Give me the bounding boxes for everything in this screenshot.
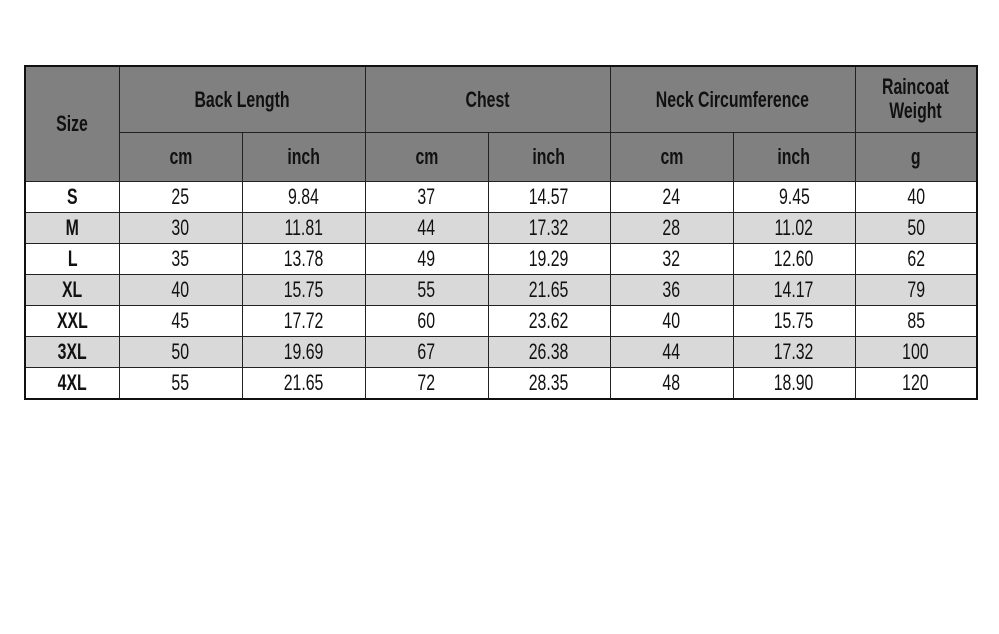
value-cell: 23.62 [487,305,611,337]
value-cell: 100 [854,336,978,368]
header-row-groups: Size Back Length Chest Neck Circumferenc… [24,65,978,182]
value-cell: 18.90 [732,367,856,400]
value-cell: 28.35 [487,367,611,400]
header-raincoat-weight: Raincoat Weight [854,65,978,133]
value-cell: 15.75 [732,305,856,337]
value-cell: 19.69 [241,336,366,368]
value-cell: 9.45 [732,181,856,213]
unit-header: g [854,132,978,182]
header-size: Size [24,65,120,182]
value-cell: 62 [854,243,978,275]
value-cell: 11.02 [732,212,856,244]
value-cell: 55 [364,274,489,306]
value-cell: 14.57 [487,181,611,213]
value-cell: 48 [609,367,734,400]
unit-header: cm [364,132,489,182]
unit-header: cm [118,132,243,182]
table-row: 4XL 55 21.65 72 28.35 48 18.90 120 [24,367,978,400]
value-cell: 67 [364,336,489,368]
value-cell: 40 [118,274,243,306]
value-cell: 120 [854,367,978,400]
value-cell: 13.78 [241,243,366,275]
value-cell: 35 [118,243,243,275]
value-cell: 40 [609,305,734,337]
value-cell: 44 [609,336,734,368]
value-cell: 55 [118,367,243,400]
unit-header: cm [609,132,734,182]
value-cell: 11.81 [241,212,366,244]
value-cell: 24 [609,181,734,213]
size-cell: S [24,181,120,213]
table-row: S 25 9.84 37 14.57 24 9.45 40 [24,181,978,213]
size-cell: L [24,243,120,275]
value-cell: 15.75 [241,274,366,306]
table-row: XL 40 15.75 55 21.65 36 14.17 79 [24,274,978,306]
value-cell: 17.72 [241,305,366,337]
header-back-length: Back Length [118,65,366,133]
unit-header: inch [241,132,366,182]
size-cell: M [24,212,120,244]
value-cell: 40 [854,181,978,213]
value-cell: 36 [609,274,734,306]
value-cell: 60 [364,305,489,337]
size-chart-table: Size Back Length Chest Neck Circumferenc… [24,65,978,400]
size-cell: 4XL [24,367,120,400]
header-row-units: cm inch cm inch cm inch g [25,132,978,182]
value-cell: 30 [118,212,243,244]
table-row: L 35 13.78 49 19.29 32 12.60 62 [24,243,978,275]
value-cell: 12.60 [732,243,856,275]
value-cell: 25 [118,181,243,213]
value-cell: 21.65 [241,367,366,400]
table-row: M 30 11.81 44 17.32 28 11.02 50 [24,212,978,244]
value-cell: 72 [364,367,489,400]
value-cell: 45 [118,305,243,337]
value-cell: 50 [118,336,243,368]
value-cell: 44 [364,212,489,244]
value-cell: 79 [854,274,978,306]
value-cell: 50 [854,212,978,244]
value-cell: 26.38 [487,336,611,368]
size-cell: XL [24,274,120,306]
unit-header: inch [732,132,856,182]
header-neck-circumference: Neck Circumference [609,65,856,133]
value-cell: 19.29 [487,243,611,275]
table-row: XXL 45 17.72 60 23.62 40 15.75 85 [24,305,978,337]
header-chest: Chest [364,65,611,133]
value-cell: 37 [364,181,489,213]
value-cell: 17.32 [487,212,611,244]
unit-header: inch [487,132,611,182]
value-cell: 49 [364,243,489,275]
table-row: 3XL 50 19.69 67 26.38 44 17.32 100 [24,336,978,368]
value-cell: 32 [609,243,734,275]
value-cell: 28 [609,212,734,244]
value-cell: 14.17 [732,274,856,306]
value-cell: 21.65 [487,274,611,306]
size-cell: XXL [24,305,120,337]
value-cell: 9.84 [241,181,366,213]
value-cell: 85 [854,305,978,337]
size-cell: 3XL [24,336,120,368]
value-cell: 17.32 [732,336,856,368]
